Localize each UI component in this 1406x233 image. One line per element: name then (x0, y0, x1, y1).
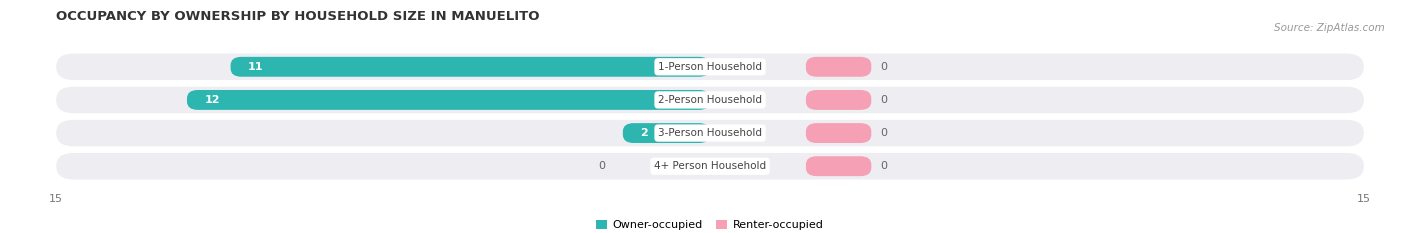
Text: 2-Person Household: 2-Person Household (658, 95, 762, 105)
Text: 0: 0 (880, 161, 887, 171)
Text: OCCUPANCY BY OWNERSHIP BY HOUSEHOLD SIZE IN MANUELITO: OCCUPANCY BY OWNERSHIP BY HOUSEHOLD SIZE… (56, 10, 540, 23)
Text: 0: 0 (599, 161, 606, 171)
FancyBboxPatch shape (806, 90, 872, 110)
FancyBboxPatch shape (806, 57, 872, 77)
Text: 0: 0 (880, 62, 887, 72)
FancyBboxPatch shape (806, 123, 872, 143)
Legend: Owner-occupied, Renter-occupied: Owner-occupied, Renter-occupied (596, 220, 824, 230)
FancyBboxPatch shape (56, 87, 1364, 113)
FancyBboxPatch shape (56, 153, 1364, 179)
FancyBboxPatch shape (231, 57, 710, 77)
Text: 0: 0 (880, 128, 887, 138)
FancyBboxPatch shape (623, 123, 710, 143)
Text: 11: 11 (247, 62, 263, 72)
FancyBboxPatch shape (806, 156, 872, 176)
FancyBboxPatch shape (56, 54, 1364, 80)
FancyBboxPatch shape (187, 90, 710, 110)
Text: 3-Person Household: 3-Person Household (658, 128, 762, 138)
Text: 2: 2 (640, 128, 648, 138)
Text: Source: ZipAtlas.com: Source: ZipAtlas.com (1274, 23, 1385, 33)
Text: 1-Person Household: 1-Person Household (658, 62, 762, 72)
Text: 4+ Person Household: 4+ Person Household (654, 161, 766, 171)
Text: 12: 12 (204, 95, 219, 105)
FancyBboxPatch shape (56, 120, 1364, 146)
Text: 0: 0 (880, 95, 887, 105)
